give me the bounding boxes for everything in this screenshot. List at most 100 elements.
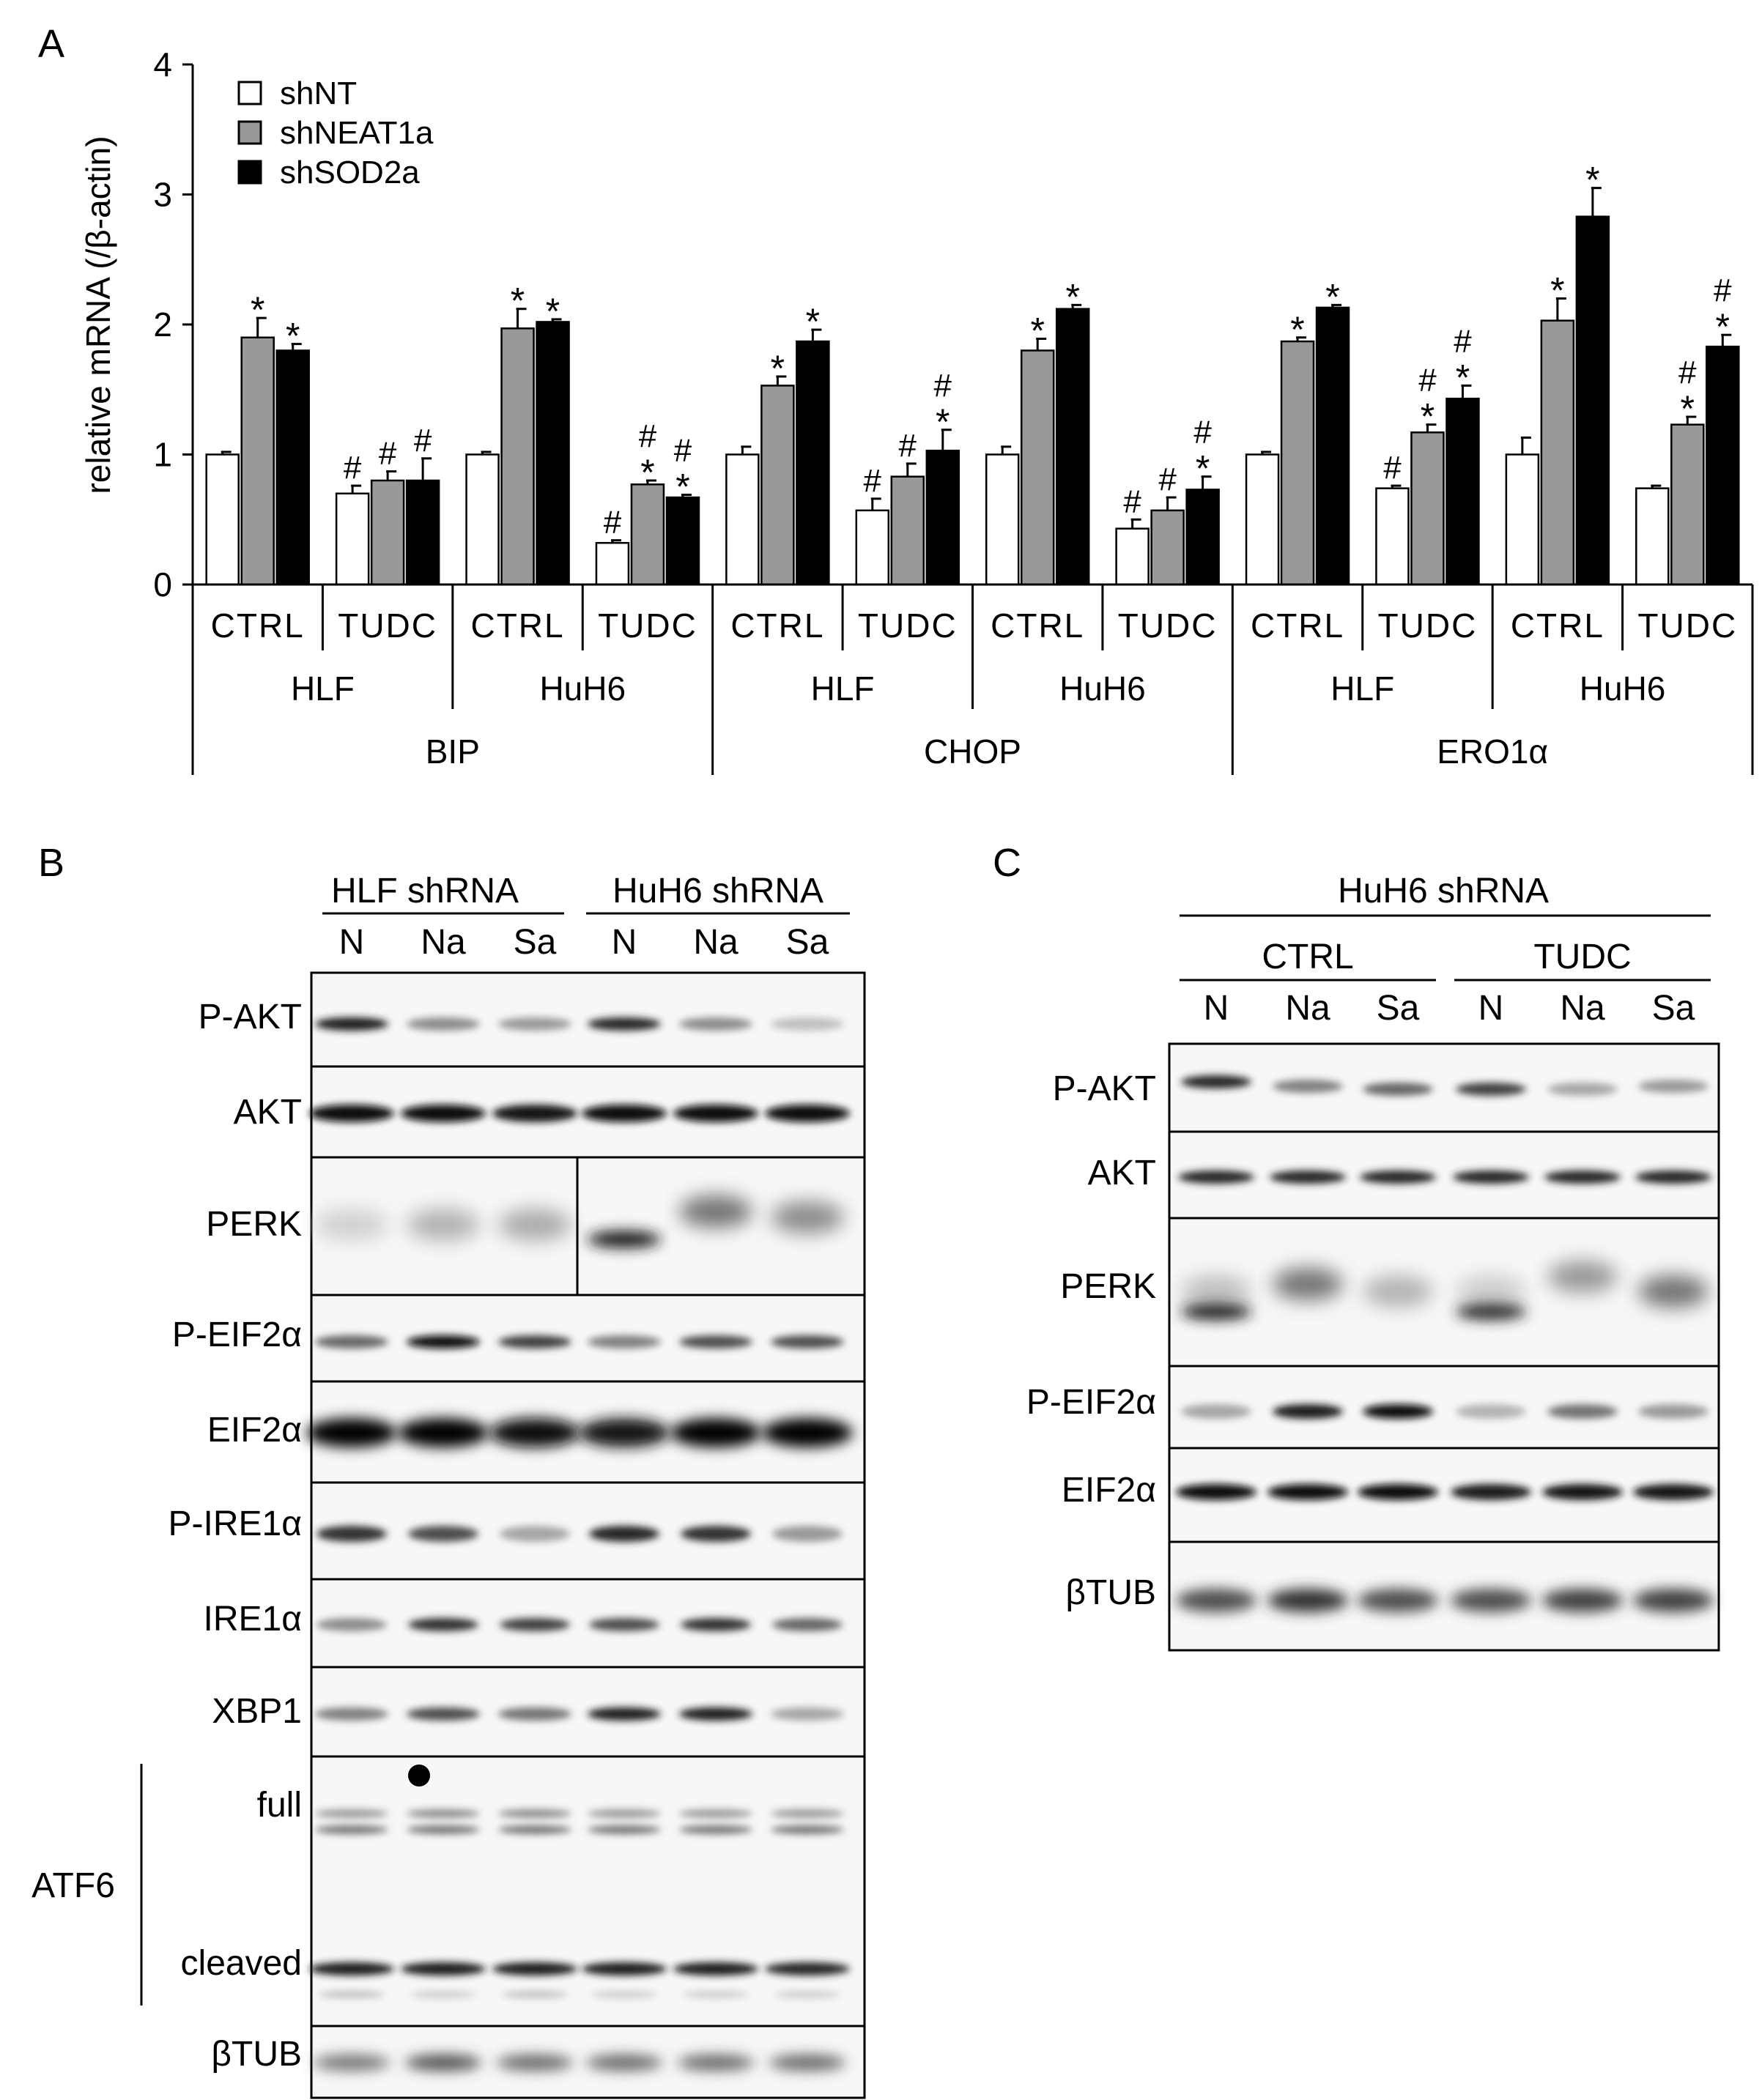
- treatment-label: TUDC: [338, 606, 437, 645]
- b-row-label-ire1a: IRE1α: [204, 1600, 302, 1639]
- blot-band: [588, 1809, 661, 1818]
- bar: [405, 479, 440, 586]
- significance-marker: #: [1418, 363, 1437, 398]
- significance-marker: *: [1550, 270, 1564, 311]
- bar: [1410, 431, 1445, 586]
- significance-marker: *: [1681, 388, 1695, 429]
- blot-band: [1633, 1589, 1714, 1612]
- c-row-label-p-akt: P-AKT: [1053, 1069, 1156, 1108]
- blot-band: [410, 1991, 476, 1998]
- bar: [1115, 527, 1150, 586]
- blot-band: [679, 1707, 752, 1721]
- legend-label-shsod2a: shSOD2a: [280, 155, 420, 190]
- blot-band: [772, 1618, 843, 1631]
- blot-band: [306, 1418, 397, 1447]
- y-axis-ticks: 0 1 2 3 4: [153, 45, 194, 604]
- blot-band: [679, 1809, 752, 1818]
- bar: [500, 327, 535, 586]
- y-tick-label: 0: [153, 565, 172, 604]
- treatment-label: TUDC: [1637, 606, 1737, 645]
- cell-line-label: HuH6: [1059, 669, 1146, 708]
- blot-band: [1358, 1589, 1438, 1612]
- blot-panel-c: HuH6 shRNA CTRL TUDC N Na Sa N Na Sa P-A…: [1026, 872, 1720, 1652]
- blot-band: [774, 1991, 840, 1998]
- blot-band: [401, 1105, 486, 1122]
- blot-band: [1638, 1275, 1709, 1307]
- b-lane-label: Na: [421, 923, 466, 962]
- b-row-label-xbp1: XBP1: [212, 1692, 302, 1731]
- legend-swatch-shneat1a: [237, 120, 262, 145]
- bar: [275, 349, 310, 586]
- significance-marker: #: [379, 436, 397, 472]
- b-row-label-p-ire1a: P-IRE1α: [169, 1504, 302, 1543]
- blot-strip: [310, 1156, 866, 1296]
- blot-band: [1360, 1170, 1436, 1184]
- bar: [925, 449, 960, 586]
- bar: [1315, 306, 1350, 586]
- blot-band: [771, 1335, 844, 1348]
- blot-band: [500, 1526, 570, 1542]
- significance-marker: *: [251, 289, 264, 330]
- blot-band: [771, 1809, 844, 1818]
- bar: [760, 385, 795, 586]
- blot-band: [1633, 1484, 1714, 1500]
- blot-band: [1547, 1083, 1618, 1096]
- blot-band: [502, 1991, 568, 1998]
- c-title: HuH6 shRNA: [1338, 872, 1549, 910]
- gene-label: BIP: [426, 732, 480, 771]
- significance-marker: *: [1290, 309, 1304, 350]
- blot-strip: [1168, 1365, 1720, 1450]
- blot-band: [315, 1209, 388, 1241]
- treatment-label: TUDC: [1378, 606, 1478, 645]
- blot-strip: [310, 971, 866, 1068]
- significance-marker: *: [1456, 357, 1470, 398]
- blot-band: [315, 1809, 388, 1818]
- blot-band: [1456, 1275, 1526, 1307]
- blot-band: [1451, 1589, 1531, 1612]
- blot-band: [588, 1335, 661, 1348]
- blot-band: [407, 1209, 480, 1241]
- blot-band: [1267, 1589, 1348, 1612]
- blot-band: [678, 2055, 754, 2071]
- y-tick-label: 3: [153, 176, 172, 214]
- treatment-label: TUDC: [858, 606, 958, 645]
- bar: [1575, 215, 1610, 586]
- bar: [1150, 509, 1185, 586]
- blot-panel-b: HLF shRNA HuH6 shRNA N Na Sa N Na Sa P-A…: [32, 872, 866, 2099]
- bar: [1280, 340, 1315, 586]
- treatment-label: CTRL: [991, 606, 1084, 645]
- b-row-label-full: full: [257, 1786, 302, 1825]
- blot-band: [1456, 1083, 1526, 1096]
- blot-band: [408, 1526, 478, 1542]
- blot-band: [679, 1335, 752, 1348]
- blot-band: [1181, 1304, 1251, 1320]
- b-atf6-label: ATF6: [32, 1866, 115, 1905]
- treatment-label: TUDC: [598, 606, 697, 645]
- blot-band: [401, 1962, 486, 1975]
- gene-label: ERO1α: [1437, 732, 1548, 771]
- blot-strip: [310, 1294, 866, 1383]
- b-row-label-perk: PERK: [206, 1205, 302, 1244]
- bar: [985, 453, 1020, 586]
- blot-band: [317, 1618, 387, 1631]
- blot-strip: [1168, 1540, 1720, 1652]
- blot-band: [498, 1825, 571, 1834]
- blot-band: [769, 2055, 845, 2071]
- bar: [205, 453, 240, 586]
- blot-band: [673, 1105, 758, 1122]
- significance-marker: #: [674, 433, 692, 469]
- blot-band: [1176, 1589, 1256, 1612]
- blot-band: [681, 1526, 751, 1542]
- significance-marker: *: [771, 348, 785, 389]
- y-tick-label: 2: [153, 305, 172, 344]
- blot-band: [489, 1418, 580, 1447]
- legend-label-shneat1a: shNEAT1a: [280, 115, 434, 151]
- blot-band: [309, 1962, 394, 1975]
- treatment-label: CTRL: [1251, 606, 1344, 645]
- blot-band: [498, 1017, 571, 1031]
- b-row-label-p-eif2a: P-EIF2α: [172, 1316, 302, 1354]
- significance-marker: *: [1585, 160, 1599, 201]
- cell-line-label: HLF: [291, 669, 355, 708]
- blot-band: [317, 1526, 387, 1542]
- significance-marker: *: [1421, 396, 1435, 437]
